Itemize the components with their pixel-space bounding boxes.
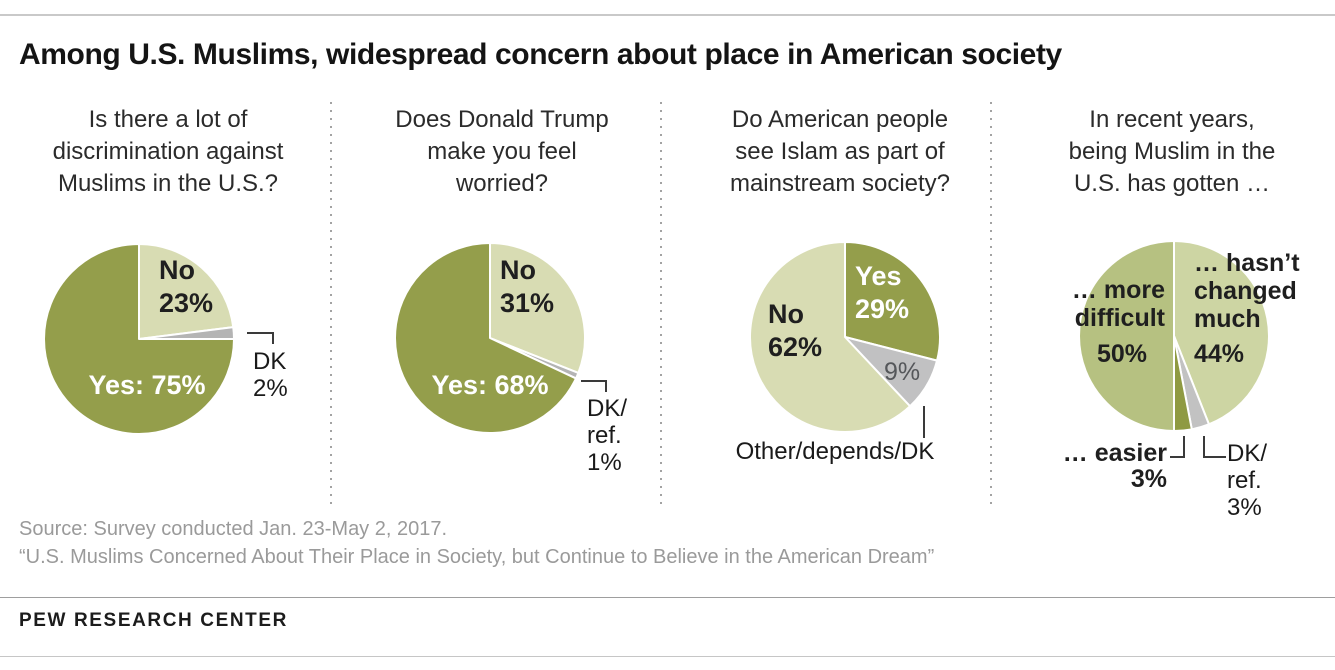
label-dk-2: DK 2% — [253, 348, 288, 402]
label-yes-68: Yes: 68% — [431, 370, 549, 400]
label-other-9: 9% — [884, 358, 921, 386]
bottom-border-line — [0, 656, 1335, 657]
label-no-31: No 31% — [500, 255, 555, 318]
question-islam-mainstream: Do American people see Islam as part of … — [729, 106, 951, 197]
pie-chart-recent-years — [1078, 240, 1270, 432]
callout-line-other — [923, 406, 927, 438]
label-hasnt-changed-44: 44% — [1194, 340, 1245, 368]
label-dk-ref-1: DK/ ref. 1% — [587, 395, 628, 476]
callout-line-dk-ref-3 — [1203, 436, 1226, 458]
label-yes-29: Yes 29% — [855, 261, 910, 324]
question-discrimination: Is there a lot of discrimination against… — [52, 106, 284, 197]
label-more-difficult-50: 50% — [1096, 340, 1148, 368]
pie-slice-no — [489, 242, 586, 374]
panel-divider-2 — [660, 102, 662, 506]
callout-line-dk-ref-1 — [581, 380, 607, 392]
pie-slice-yes — [43, 243, 235, 435]
pie-chart-discrimination — [43, 243, 235, 435]
callout-line-dk-1 — [247, 332, 274, 344]
label-hasnt-changed: … hasn’t changed much — [1194, 249, 1300, 333]
pie-slice-yes — [394, 242, 577, 434]
panel-divider-3 — [990, 102, 992, 506]
label-dk-ref-3: DK/ ref. 3% — [1227, 440, 1268, 521]
label-no-62: No 62% — [768, 299, 823, 362]
callout-line-easier — [1170, 436, 1185, 458]
question-recent-years: In recent years, being Muslim in the U.S… — [1068, 106, 1276, 197]
pew-research-center-wordmark: PEW RESEARCH CENTER — [19, 610, 288, 631]
label-more-difficult: … more difficult — [1071, 276, 1165, 332]
panel-divider-1 — [330, 102, 332, 506]
pie-slice-hasnt-changed-much — [1173, 240, 1270, 426]
source-note: Source: Survey conducted Jan. 23-May 2, … — [19, 518, 448, 540]
top-divider-line — [0, 14, 1335, 16]
footer-divider-line — [0, 597, 1335, 598]
label-yes-75: Yes: 75% — [88, 370, 206, 400]
pie-slice-no — [749, 241, 912, 433]
chart-title: Among U.S. Muslims, widespread concern a… — [19, 38, 1062, 71]
label-no-23: No 23% — [159, 255, 214, 318]
label-easier-3: … easier 3% — [1062, 439, 1167, 493]
pie-slice-yes — [844, 241, 941, 362]
report-title-note: “U.S. Muslims Concerned About Their Plac… — [19, 546, 935, 568]
pie-slice-more-difficult — [1078, 240, 1175, 432]
label-other-depends-dk: Other/depends/DK — [735, 438, 935, 465]
pie-chart-trump-worried — [394, 242, 586, 434]
pie-chart-islam-mainstream — [749, 241, 941, 433]
pie-slice-no — [138, 243, 235, 340]
question-trump-worried: Does Donald Trump make you feel worried? — [395, 106, 609, 197]
